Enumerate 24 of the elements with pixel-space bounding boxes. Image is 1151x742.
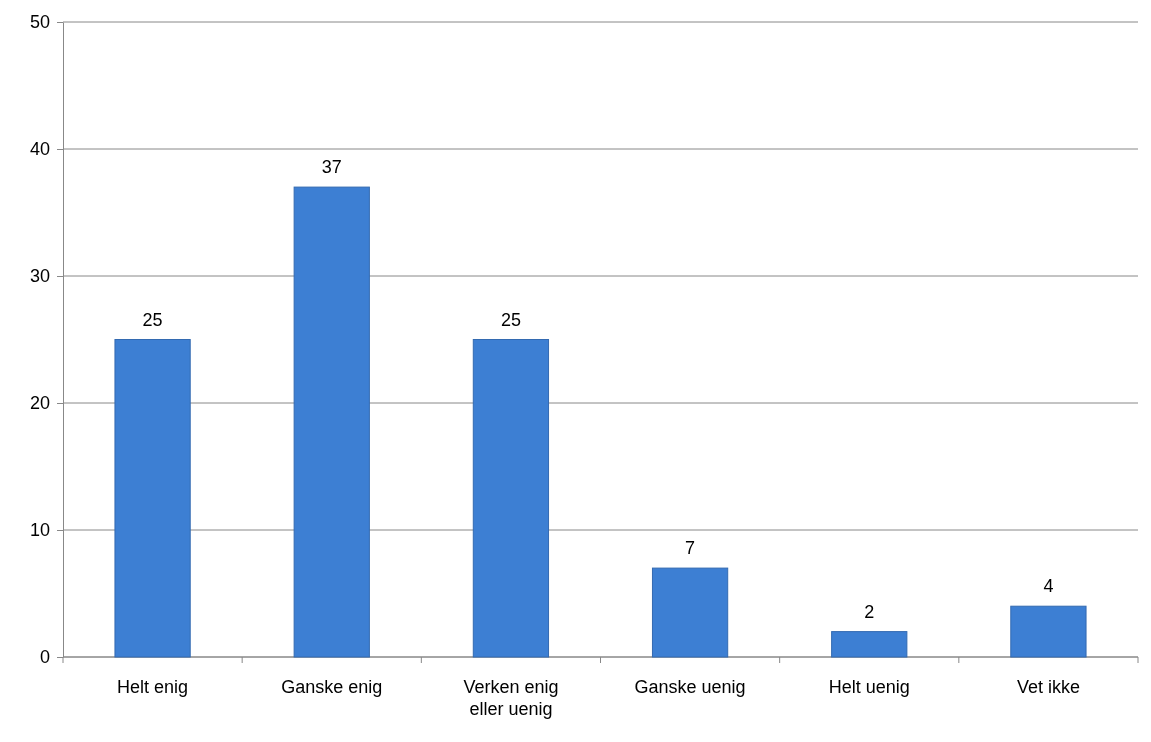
y-tick-label: 10 [29,520,50,541]
bar [1010,605,1087,658]
y-tick-label: 40 [29,139,50,160]
data-label: 25 [500,309,521,330]
x-tick-label: Helt uenig [828,677,910,697]
data-label: 7 [685,538,696,559]
data-label: 25 [142,309,163,330]
x-tick-label: Verken enig eller uenig [463,677,559,719]
x-tick-label: Ganske uenig [634,677,746,697]
y-tick-label: 30 [29,266,50,287]
x-tick-label: Vet ikke [1016,677,1080,697]
y-tick-label: 50 [29,12,50,33]
y-tick-label: 20 [29,393,50,414]
y-tick-label: 0 [39,647,50,668]
bar [831,631,908,658]
bar [651,567,729,658]
data-label: 2 [864,601,875,622]
bar [114,339,191,658]
x-tick-label: Ganske enig [281,677,383,697]
data-label: 4 [1043,576,1054,597]
data-label: 37 [321,157,342,178]
bar [472,339,550,658]
x-tick-label: Helt enig [117,677,189,697]
bar [293,186,370,658]
